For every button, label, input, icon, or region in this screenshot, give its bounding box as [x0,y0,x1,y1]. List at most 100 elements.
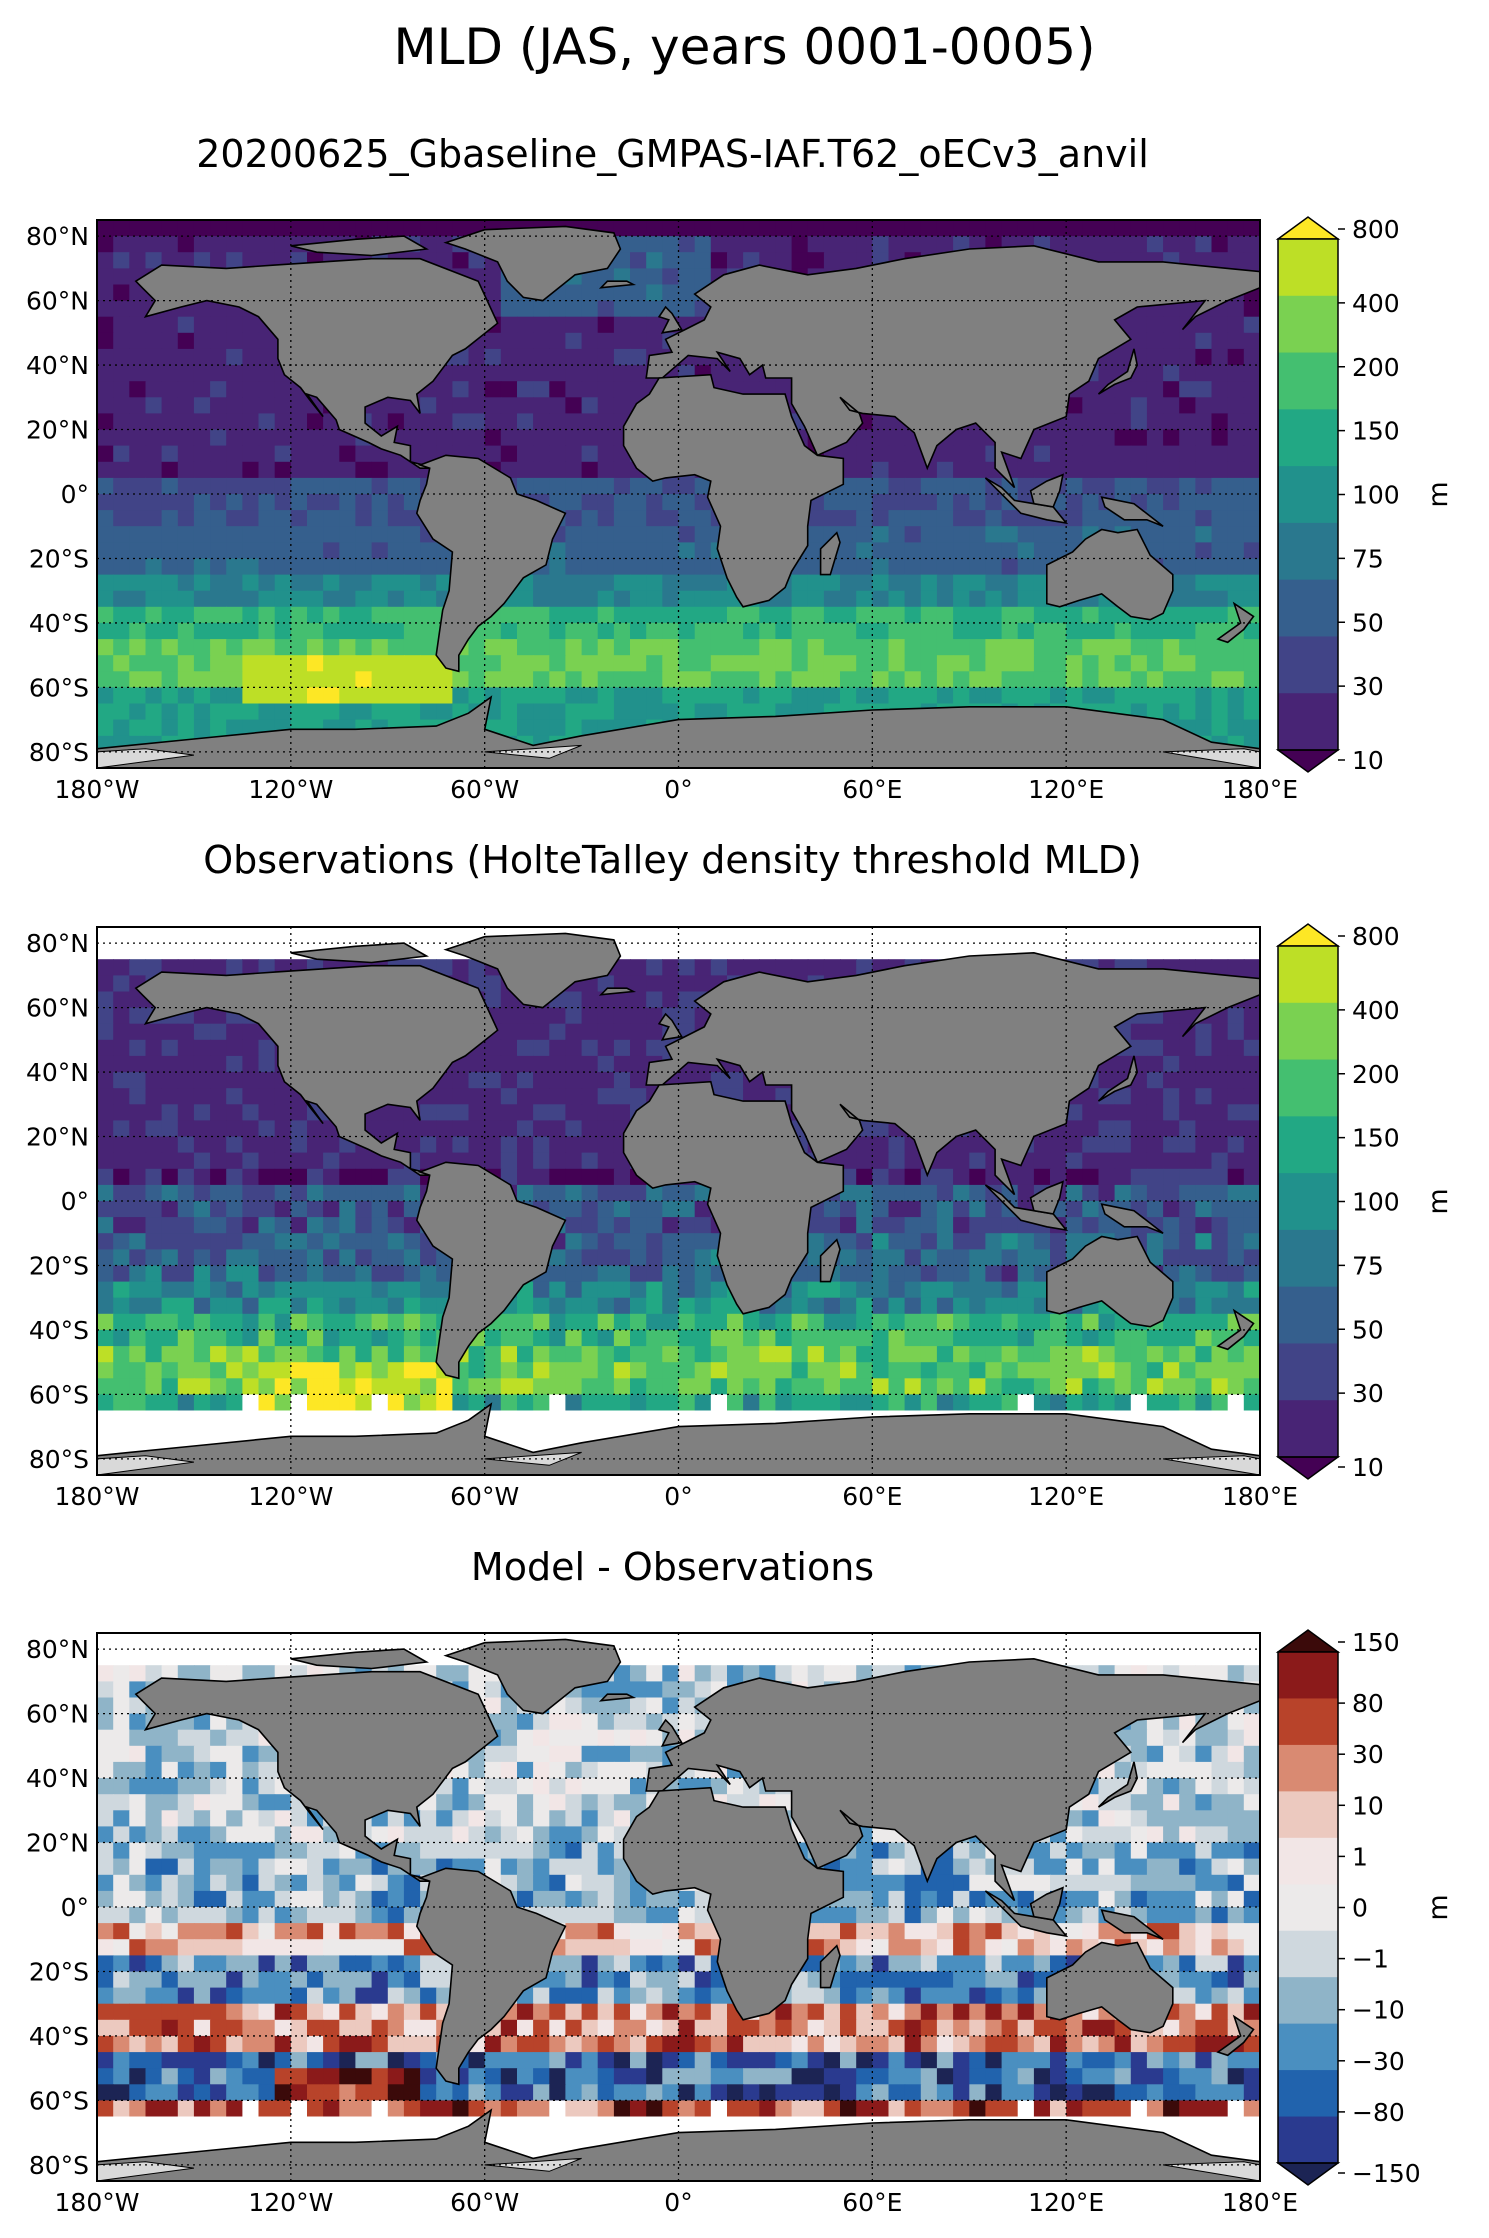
lon-tick-label: 60°E [842,1482,902,1511]
colorbar-tick-label: 150 [1352,1124,1400,1153]
lon-tick-label: 60°W [450,775,519,804]
colorbar-bin [1278,946,1338,1003]
panel-1-title: 20200625_Gbaseline_GMPAS-IAF.T62_oECv3_a… [0,132,1345,176]
colorbar-label: m [1423,1188,1454,1214]
colorbar-bin [1278,1287,1338,1344]
colorbar-tick-label: 10 [1352,746,1384,775]
lat-tick-label: 20°N [26,1123,89,1152]
lat-tick-label: 40°N [26,1764,89,1793]
lat-tick-label: 0° [61,1187,89,1216]
lat-tick-label: 60°N [26,287,89,316]
lat-tick-label: 80°S [29,2151,89,2180]
colorbar-bin [1278,1173,1338,1230]
lat-tick-label: 0° [61,480,89,509]
colorbar-bin [1278,636,1338,693]
lon-tick-label: 180°E [1222,775,1298,804]
colorbar-bin [1278,1838,1338,1885]
colorbar-tick-label: 150 [1352,417,1400,446]
lon-tick-label: 120°E [1028,1482,1104,1511]
lon-tick-label: 180°W [55,1482,140,1511]
colorbar-bin [1278,2070,1338,2117]
colorbar-tick-label: 50 [1352,1315,1384,1344]
colorbar-tick-label: 800 [1352,215,1400,244]
colorbar-tick-label: 100 [1352,481,1400,510]
lat-tick-label: 40°S [29,2022,89,2051]
colorbar-bin [1278,1931,1338,1978]
colorbar-tick-label: 10 [1352,1791,1384,1820]
lon-tick-label: 60°E [842,2188,902,2217]
lat-tick-label: 80°S [29,738,89,767]
panel-3-title: Model - Observations [0,1545,1345,1589]
colorbar-tick-label: 150 [1352,1628,1400,1657]
lat-tick-label: 60°N [26,994,89,1023]
colorbar-tick-label: 0 [1352,1894,1368,1923]
colorbar-tick-label: 30 [1352,672,1384,701]
lat-tick-label: 20°S [29,1957,89,1986]
colorbar-label: m [1423,1894,1454,1920]
colorbar-tick-label: 75 [1352,1251,1384,1280]
colorbar-tick-label: −1 [1352,1945,1389,1974]
colorbar-tick-label: 100 [1352,1188,1400,1217]
colorbar-bin [1278,1116,1338,1173]
colorbar-bin [1278,580,1338,637]
colorbar-bin [1278,2117,1338,2164]
colorbar-bin [1278,2024,1338,2071]
colorbar-bin [1278,466,1338,523]
colorbar-bin [1278,1791,1338,1838]
colorbar-tick-label: 80 [1352,1689,1384,1718]
lon-tick-label: 180°E [1222,1482,1298,1511]
colorbar-bin [1278,1977,1338,2024]
colorbar-tick-label: 30 [1352,1379,1384,1408]
colorbar-tick-label: 400 [1352,289,1400,318]
lat-tick-label: 60°N [26,1700,89,1729]
colorbar-tick-label: 200 [1352,1060,1400,1089]
colorbar-bin [1278,1230,1338,1287]
colorbar-tick-label: 10 [1352,1453,1384,1482]
colorbar-bin [1278,1884,1338,1931]
lat-tick-label: 40°S [29,609,89,638]
colorbar-extend-max [1278,217,1338,239]
colorbar-tick-label: 1 [1352,1842,1368,1871]
colorbar-bin [1278,296,1338,353]
lat-tick-label: 40°N [26,351,89,380]
lon-tick-label: 180°W [55,775,140,804]
colorbar-extend-min [1278,2163,1338,2185]
lat-tick-label: 20°N [26,416,89,445]
colorbar-bin [1278,693,1338,750]
colorbar-bin [1278,409,1338,466]
lon-tick-label: 120°W [248,1482,333,1511]
colorbar-tick-label: 75 [1352,544,1384,573]
figure-title: MLD (JAS, years 0001-0005) [0,18,1489,76]
lon-tick-label: 180°W [55,2188,140,2217]
lat-tick-label: 20°N [26,1829,89,1858]
colorbar-bin [1278,1652,1338,1699]
lat-tick-label: 80°S [29,1445,89,1474]
lon-tick-label: 60°W [450,1482,519,1511]
lon-tick-label: 120°W [248,775,333,804]
colorbar-label: m [1423,481,1454,507]
lat-tick-label: 20°S [29,544,89,573]
lon-tick-label: 0° [664,1482,692,1511]
lon-tick-label: 120°E [1028,2188,1104,2217]
colorbar-bin [1278,353,1338,410]
colorbar-tick-label: 50 [1352,608,1384,637]
colorbar-tick-label: −80 [1352,2098,1405,2127]
colorbar-bin [1278,1343,1338,1400]
lon-tick-label: 60°E [842,775,902,804]
lat-tick-label: 60°S [29,2086,89,2115]
colorbar-extend-min [1278,750,1338,772]
lat-tick-label: 40°N [26,1058,89,1087]
lon-tick-label: 120°E [1028,775,1104,804]
colorbar-extend-max [1278,924,1338,946]
colorbar-bin [1278,239,1338,296]
lat-tick-label: 80°N [26,222,89,251]
colorbar-bin [1278,1698,1338,1745]
colorbar-tick-label: −150 [1352,2159,1421,2188]
colorbar-extend-min [1278,1457,1338,1479]
